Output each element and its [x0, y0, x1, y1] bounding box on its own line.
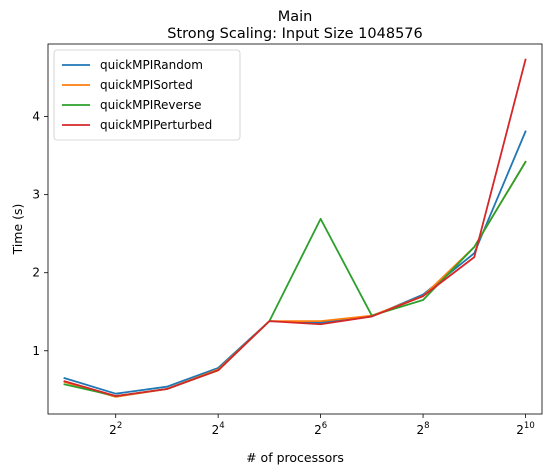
series-line-3 — [63, 58, 527, 397]
legend-label: quickMPIRandom — [100, 58, 203, 72]
x-axis-label: # of processors — [246, 450, 344, 465]
legend: quickMPIRandom quickMPISorted quickMPIReve… — [53, 49, 241, 141]
y-tick-label: 2 — [32, 266, 40, 280]
legend-label: quickMPIPerturbed — [100, 118, 212, 132]
y-tick-label: 4 — [32, 110, 40, 124]
legend-label: quickMPISorted — [100, 78, 193, 92]
y-tick-label: 3 — [32, 188, 40, 202]
legend-box — [53, 49, 241, 141]
series-lines — [63, 58, 527, 398]
chart-subtitle: Strong Scaling: Input Size 1048576 — [167, 26, 423, 42]
y-tick-label: 1 — [32, 344, 40, 358]
chart-title: Main — [278, 9, 313, 25]
legend-label: quickMPIReverse — [100, 98, 201, 112]
y-axis-label: Time (s) — [10, 204, 25, 256]
plot-area — [47, 43, 543, 415]
